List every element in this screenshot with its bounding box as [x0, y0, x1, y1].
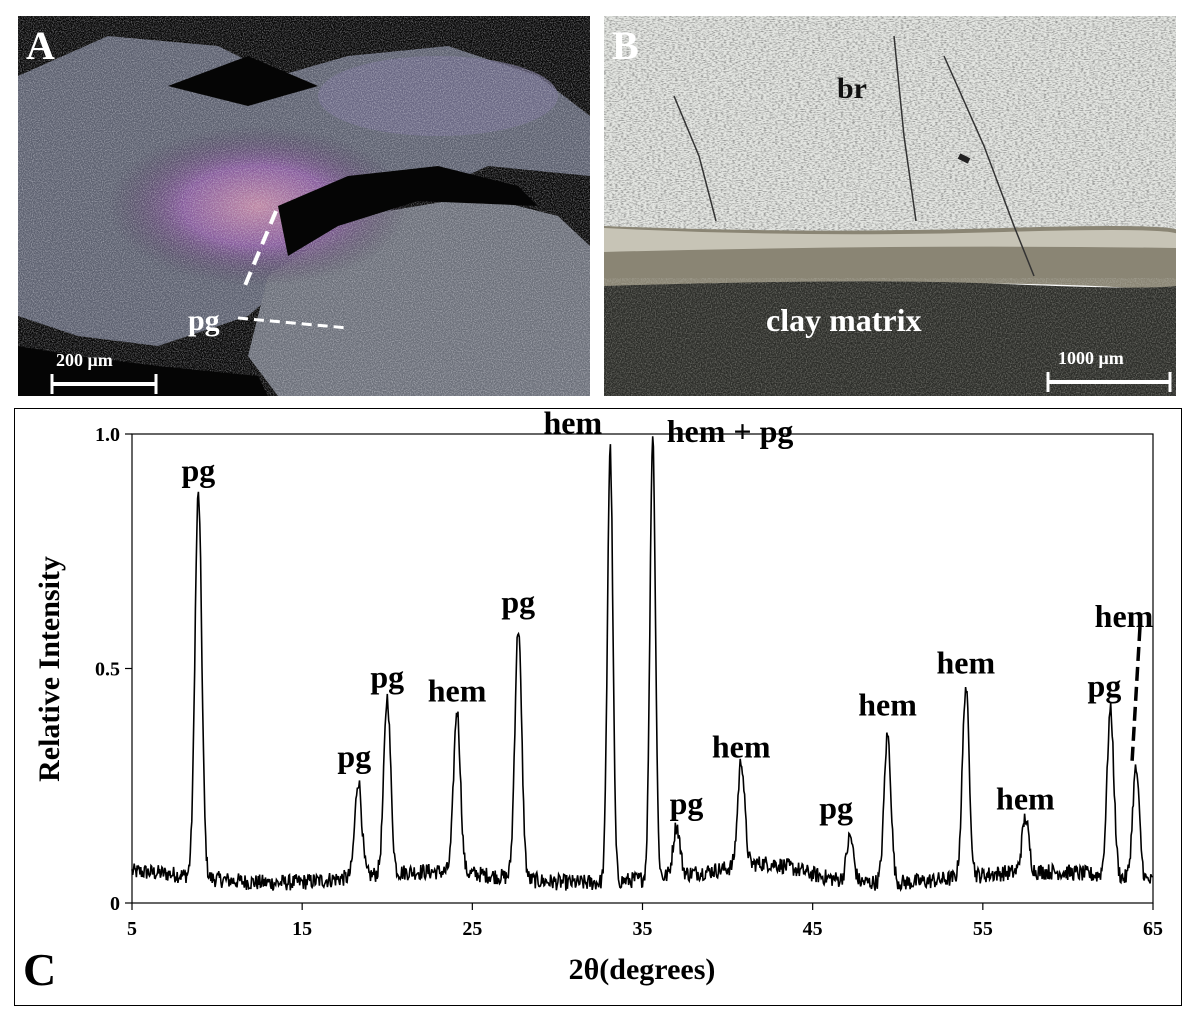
- panel-letter-c: C: [23, 944, 57, 995]
- peak-label: hem: [1095, 598, 1154, 634]
- peak-label: hem: [936, 644, 995, 680]
- scale-label-b: 1000 μm: [1058, 348, 1124, 368]
- peak-label: pg: [819, 790, 853, 826]
- panel-letter-b: B: [612, 23, 639, 68]
- x-axis-title: 2θ(degrees): [569, 953, 716, 986]
- label-pg-a: pg: [188, 304, 220, 337]
- peak-label: hem: [544, 409, 603, 440]
- micrograph-a-image: [18, 16, 590, 396]
- peak-label: pg: [337, 738, 371, 774]
- peak-label: hem + pg: [667, 413, 794, 449]
- y-tick-label: 0.5: [95, 659, 120, 681]
- peak-label: hem: [996, 780, 1055, 816]
- peak-leader-line: [1130, 626, 1142, 764]
- scale-label-a: 200 μm: [56, 350, 113, 370]
- x-tick-label: 5: [127, 918, 137, 940]
- micrograph-b: B br clay matrix 1000 μm: [604, 16, 1176, 396]
- y-tick-label: 1.0: [95, 424, 120, 446]
- x-tick-label: 35: [633, 918, 653, 940]
- micrograph-b-image: [604, 16, 1176, 396]
- x-tick-label: 55: [973, 918, 993, 940]
- peak-label: hem: [858, 686, 917, 722]
- peak-label: pg: [370, 658, 404, 694]
- pointer-line-1: [242, 210, 278, 289]
- xrd-chart-panel: 5 15 25 35 45 55 65 0 0.5 1.0 pg pg pg hem pg hem hem +…: [14, 408, 1182, 1006]
- x-tick-label: 25: [462, 918, 482, 940]
- label-clay-matrix: clay matrix: [766, 302, 922, 338]
- peak-label: pg: [670, 785, 704, 821]
- x-tick-label: 15: [292, 918, 312, 940]
- pointer-line-2: [237, 316, 349, 330]
- xrd-trace: [131, 436, 1154, 892]
- micrograph-a: A pg 200 μm: [18, 16, 590, 396]
- y-axis-title: Relative Intensity: [33, 556, 66, 782]
- plot-area: [131, 433, 1154, 904]
- x-tick-label: 65: [1143, 918, 1163, 940]
- panel-letter-a: A: [26, 23, 55, 68]
- peak-label: hem: [428, 672, 487, 708]
- x-tick-label: 45: [803, 918, 823, 940]
- peak-label: pg: [501, 583, 535, 619]
- peak-label: pg: [1088, 668, 1122, 704]
- y-tick-label: 0: [110, 893, 120, 915]
- label-br: br: [837, 72, 867, 105]
- peak-label: pg: [181, 452, 215, 488]
- peak-label: hem: [712, 729, 771, 765]
